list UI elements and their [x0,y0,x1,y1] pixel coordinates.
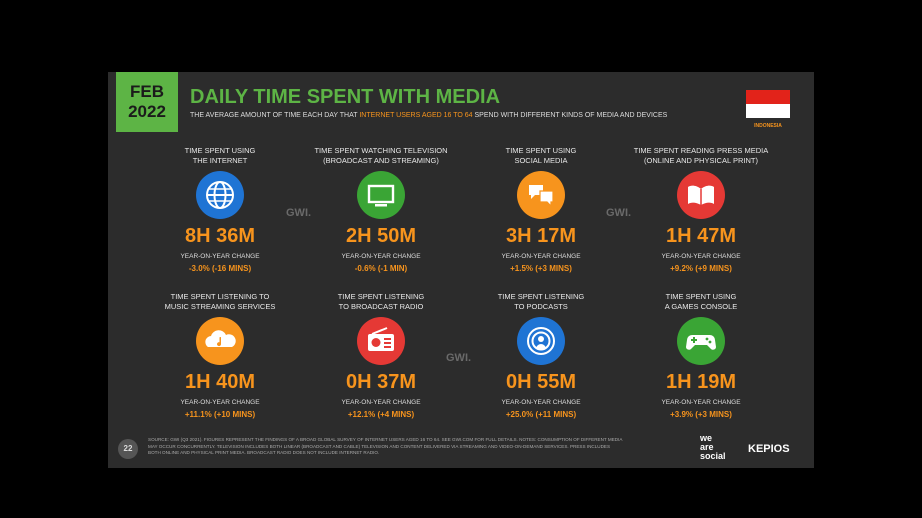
yoy-label: YEAR-ON-YEAR CHANGE [180,253,260,260]
icon [196,171,244,219]
item-value: 3H 17M [505,225,577,247]
yoy-label: YEAR-ON-YEAR CHANGE [341,399,421,406]
icon [677,171,725,219]
country: INDONESIA [754,123,782,129]
subtitle-text: SPEND WITH DIFFERENT KINDS OF MEDIA AND … [472,112,668,119]
source-line: MAY OCCUR CONCURRENTLY. TELEVISION INCLU… [148,443,611,449]
item-value: 1H 40M [184,371,256,393]
label-line: A GAMES CONSOLE [664,301,738,311]
yoy-value: +3.9% (+3 MINS) [670,410,732,419]
yoy-value: +12.1% (+4 MINS) [347,410,415,419]
date-badge: FEB 2022 [116,72,178,132]
watermark: GWI. [446,352,472,364]
subtitle-text: THE AVERAGE AMOUNT OF TIME EACH DAY THAT [190,112,360,119]
item-icon [196,317,244,365]
item-label: TIME SPENT USING A GAMES CONSOLE [621,292,781,311]
icon-glyph [529,185,554,208]
icon [677,317,725,365]
flag-white [746,104,790,118]
yoy-value: +11.1% (+10 MINS) [184,410,256,419]
icon-glyph [688,185,714,205]
page-number: 22 [118,439,138,459]
label-line: MUSIC STREAMING SERVICES [164,301,276,311]
yoy-label: YEAR-ON-YEAR CHANGE [501,253,581,260]
flag-red [746,90,790,104]
item-label: TIME SPENT LISTENING TO BROADCAST RADIO [301,292,461,311]
yoy-value: +1.5% (+3 MINS) [510,264,572,273]
item-label: TIME SPENT READING PRESS MEDIA (ONLINE AN… [621,146,781,165]
label-line: TO BROADCAST RADIO [338,301,424,311]
yoy-label: YEAR-ON-YEAR CHANGE [341,253,421,260]
item-label: TIME SPENT USING SOCIAL MEDIA [461,146,621,165]
label-line: TIME SPENT LISTENING [337,292,425,301]
badge-month: FEB [130,82,164,101]
title: DAILY TIME SPENT WITH MEDIA [190,86,501,108]
item-icon [677,171,725,219]
item-icon [196,171,244,219]
icon [357,171,405,219]
label-line: TIME SPENT WATCHING TELEVISION [314,146,448,155]
item-value: 8H 36M [184,225,256,247]
yoy-value: -0.6% (-1 MIN) [354,264,408,273]
item-label: TIME SPENT WATCHING TELEVISION (BROADCAST… [301,146,461,165]
item-label: TIME SPENT LISTENING TO MUSIC STREAMING S… [140,292,300,311]
item-label: TIME SPENT LISTENING TO PODCASTS [461,292,621,311]
item-value: 0H 55M [505,371,577,393]
item-value: 1H 19M [665,371,737,393]
icon-glyph [205,330,236,347]
logo-word: social [700,451,726,461]
icon-glyph [527,327,555,355]
icon [517,317,565,365]
watermark: GWI. [606,207,632,219]
icon [196,317,244,365]
label-line: TIME SPENT USING [184,146,256,155]
label-line: TIME SPENT READING PRESS MEDIA [633,146,769,155]
icon-glyph [367,184,395,207]
label-line: TIME SPENT LISTENING TO [170,292,270,301]
source-line: SOURCE: GWI (Q3 2021). FIGURES REPRESENT… [148,437,623,442]
source-line: BOTH ONLINE AND PHYSICAL PRINT MEDIA. BR… [148,450,380,455]
icon-glyph [368,327,394,351]
icon [517,171,565,219]
yoy-value: -3.0% (-16 MINS) [188,264,252,273]
label-line: THE INTERNET [192,155,248,165]
badge-year: 2022 [128,102,166,121]
item-icon [357,171,405,219]
yoy-value: +9.2% (+9 MINS) [670,264,732,273]
item-icon [677,317,725,365]
label-line: TIME SPENT LISTENING [497,292,585,301]
item-value: 0H 37M [345,371,417,393]
item-value: 2H 50M [345,225,417,247]
subtitle-highlight: INTERNET USERS AGED 16 TO 64 [359,112,473,119]
icon-glyph [206,181,234,209]
yoy-label: YEAR-ON-YEAR CHANGE [661,253,741,260]
label-line: TO PODCASTS [514,301,568,311]
item-icon [357,317,405,365]
label-line: TIME SPENT USING [665,292,737,301]
subtitle: THE AVERAGE AMOUNT OF TIME EACH DAY THAT… [190,112,667,119]
label-line: TIME SPENT USING [505,146,577,155]
label-line: (ONLINE AND PHYSICAL PRINT) [644,155,758,165]
icon-circle [357,171,405,219]
watermark: GWI. [286,207,312,219]
label-line: SOCIAL MEDIA [514,155,568,165]
icon [357,317,405,365]
icon-glyph [686,335,716,350]
logo-word: we [700,433,713,443]
logo-was: we are social [700,434,726,461]
yoy-value: +25.0% (+11 MINS) [505,410,577,419]
item-icon [517,317,565,365]
label-line: (BROADCAST AND STREAMING) [323,155,439,165]
source: SOURCE: GWI (Q3 2021). FIGURES REPRESENT… [148,437,622,457]
yoy-label: YEAR-ON-YEAR CHANGE [180,399,260,406]
item-icon [517,171,565,219]
slide [108,72,814,468]
yoy-label: YEAR-ON-YEAR CHANGE [661,399,741,406]
logo-word: are [700,442,714,452]
logo-kepios: KEPIOS [748,443,790,455]
yoy-label: YEAR-ON-YEAR CHANGE [501,399,581,406]
item-value: 1H 47M [665,225,737,247]
item-label: TIME SPENT USING THE INTERNET [140,146,300,165]
